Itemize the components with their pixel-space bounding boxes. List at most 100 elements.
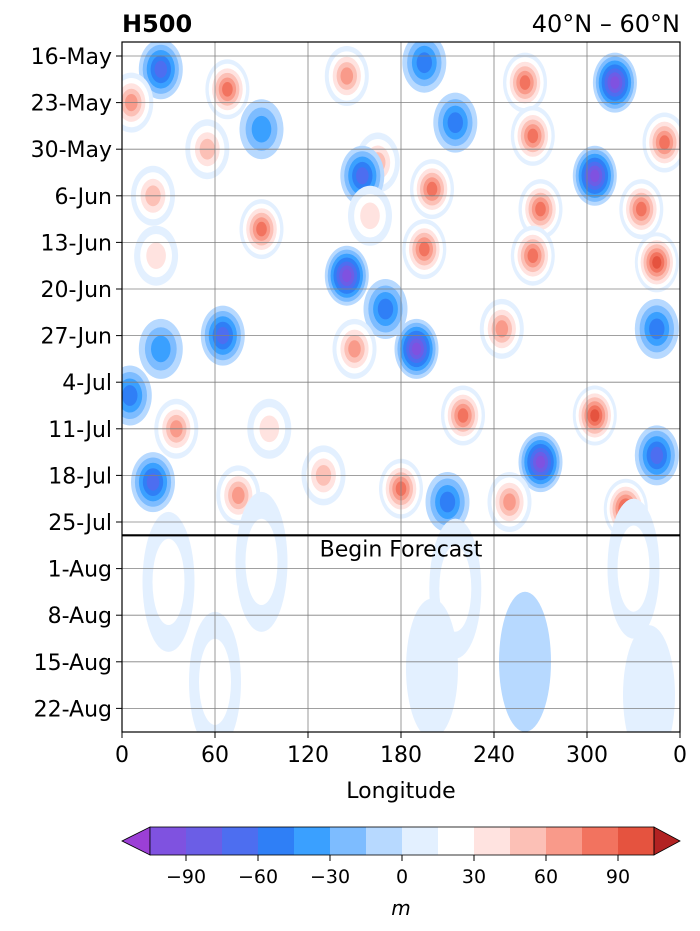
contour-band: [426, 181, 438, 197]
chart-title-left: H500: [122, 10, 192, 38]
contour-band: [519, 75, 531, 90]
anomaly-feature: [487, 472, 532, 532]
contour-band: [342, 269, 352, 283]
contour-band: [377, 298, 394, 320]
colorbar-label: m: [391, 896, 410, 920]
anomaly-feature: [122, 365, 152, 426]
anomaly-feature: [425, 472, 470, 532]
colorbar-tick-label: −60: [238, 866, 278, 888]
y-tick-label: 13-Jun: [40, 231, 112, 256]
x-tick-label: 0: [673, 743, 687, 768]
anomaly-feature: [363, 279, 408, 339]
anomaly-feature: [572, 385, 617, 446]
contour-band: [590, 409, 600, 422]
x-tick-label: 0: [115, 743, 129, 768]
anomaly-feature: [142, 511, 195, 652]
colorbar-tick-label: 30: [462, 866, 486, 888]
anomaly-feature: [235, 491, 288, 632]
contour-band: [232, 486, 245, 504]
contour-band: [610, 76, 620, 89]
anomaly-feature: [433, 92, 478, 153]
colorbar: −90 −60 −30 0 30 60 90: [121, 826, 681, 888]
anomaly-feature: [138, 318, 183, 379]
colorbar-bin: [402, 827, 439, 855]
anomaly-feature: [510, 225, 555, 286]
contour-band: [439, 491, 456, 513]
contour-band: [590, 169, 600, 183]
y-tick-label: 30-May: [31, 138, 112, 163]
anomaly-feature: [239, 199, 284, 260]
forecast-marker: Begin Forecast: [122, 534, 680, 562]
x-tick-label: 60: [201, 743, 229, 768]
chart-title-right: 40°N – 60°N: [532, 10, 680, 38]
y-tick-label: 4-Jul: [62, 371, 112, 396]
colorbar-tick-label: 0: [396, 866, 408, 888]
y-tick-label: 16-May: [31, 45, 112, 70]
colorbar-extend-low: [121, 826, 151, 856]
anomaly-feature: [479, 298, 524, 359]
colorbar-bin: [546, 827, 583, 855]
y-axis-ticks: 16-May 23-May 30-May 6-Jun 13-Jun 20-Jun 27-Ju…: [31, 45, 122, 722]
anomaly-feature: [402, 219, 447, 280]
anomaly-feature: [510, 105, 555, 166]
contour-band: [411, 342, 422, 356]
x-tick-label: 180: [380, 743, 422, 768]
anomaly-feature: [131, 452, 175, 513]
anomaly-feature: [634, 298, 679, 359]
contour-band: [340, 67, 354, 85]
anomaly-feature: [518, 179, 563, 240]
anomaly-feature: [134, 225, 179, 286]
colorbar-bin: [222, 827, 259, 855]
colorbar-bin: [150, 827, 187, 855]
grid-lines: [122, 42, 680, 732]
colorbar-tick-label: 60: [534, 866, 558, 888]
y-tick-label: 11-Jul: [48, 418, 112, 443]
contour-band: [650, 446, 664, 464]
y-tick-label: 15-Aug: [34, 651, 112, 676]
colorbar-bin: [510, 827, 547, 855]
x-tick-label: 300: [566, 743, 608, 768]
colorbar-bin: [474, 827, 511, 855]
forecast-label: Begin Forecast: [320, 537, 483, 562]
contour-band: [457, 408, 469, 423]
x-tick-label: 120: [287, 743, 329, 768]
contour-band: [439, 545, 472, 632]
contour-band: [151, 335, 171, 363]
contour-band: [652, 256, 662, 269]
y-tick-label: 27-Jun: [40, 325, 112, 350]
anomaly-feature: [239, 99, 284, 160]
anomaly-feature: [324, 46, 369, 106]
contour-band: [416, 52, 432, 74]
contour-band: [146, 242, 166, 269]
anomaly-feature: [503, 52, 547, 113]
anomaly-feature: [441, 385, 485, 446]
colorbar-bin: [186, 827, 223, 855]
contour-band: [659, 135, 670, 150]
contour-band: [527, 128, 539, 144]
anomaly-feature: [642, 112, 680, 173]
y-tick-label: 22-Aug: [34, 697, 112, 722]
contour-band: [649, 318, 665, 340]
x-axis-ticks: 0 60 120 180 240 300 0: [115, 732, 687, 768]
contour-band: [535, 201, 546, 217]
anomaly-feature: [394, 318, 439, 379]
anomaly-feature: [592, 52, 637, 113]
anomaly-feature: [324, 245, 369, 306]
anomaly-feature: [572, 145, 617, 206]
anomaly-feature: [634, 232, 679, 293]
anomaly-feature: [619, 179, 664, 240]
contour-band: [636, 201, 647, 217]
anomaly-feature: [634, 425, 679, 486]
y-tick-label: 8-Aug: [48, 604, 112, 629]
contour-band: [146, 473, 160, 491]
anomaly-feature: [348, 185, 392, 246]
contour-band: [348, 340, 361, 358]
contour-band: [623, 625, 675, 732]
y-tick-label: 20-Jun: [40, 278, 112, 303]
contour-band: [222, 82, 233, 97]
colorbar-bin: [582, 827, 619, 855]
y-tick-label: 6-Jun: [54, 185, 112, 210]
x-tick-label: 240: [473, 743, 515, 768]
y-tick-label: 18-Jul: [48, 464, 112, 489]
anomaly-feature: [205, 59, 250, 120]
